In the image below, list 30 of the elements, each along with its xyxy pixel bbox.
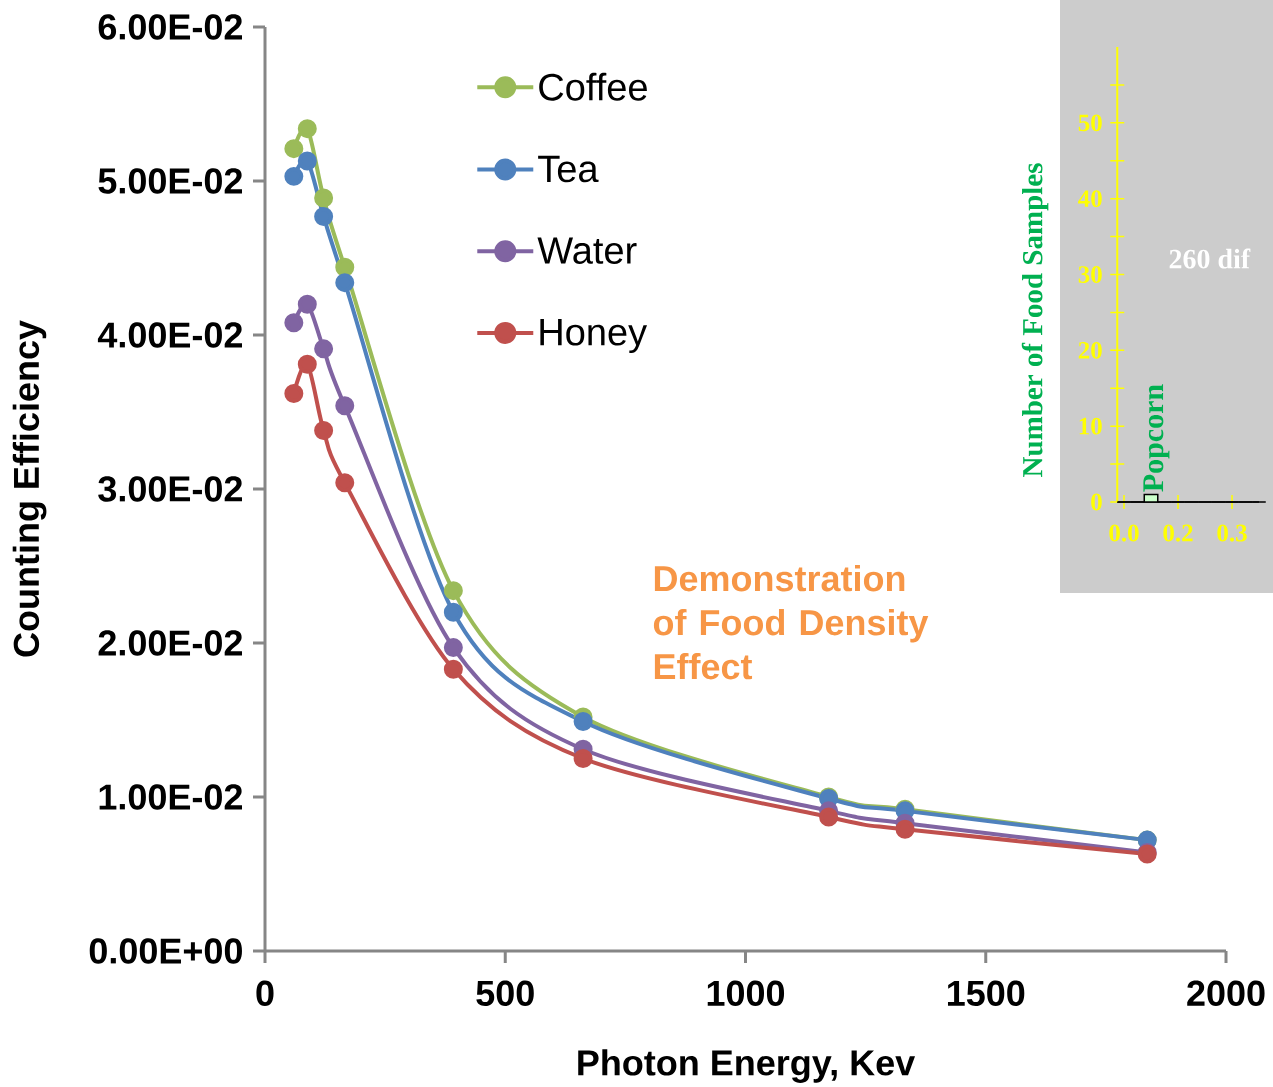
y-tick-label: 2.00E-02 bbox=[98, 630, 242, 656]
y-tick-label: 50 bbox=[1078, 114, 1102, 132]
y-tick-label: 0.00E+00 bbox=[89, 938, 242, 964]
annotation: Demonstration of Food Density Effect bbox=[653, 564, 929, 680]
legend-label: Honey bbox=[540, 319, 648, 354]
y-tick-label: 0 bbox=[1091, 493, 1102, 511]
legend-label: Water bbox=[537, 237, 637, 264]
legend-label: Tea bbox=[538, 155, 599, 183]
y-tick-label: 1.00E-02 bbox=[99, 784, 242, 810]
y-axis-title: Counting Efficiency bbox=[12, 320, 47, 657]
y-tick-label: 3.00E-02 bbox=[98, 476, 242, 502]
x-tick-label: 2000 bbox=[1187, 980, 1265, 1007]
x-tick-label: 1500 bbox=[947, 980, 1025, 1007]
x-tick-label: 500 bbox=[476, 980, 534, 1007]
y-tick-label: 20 bbox=[1078, 341, 1102, 359]
annotation: Popcorn bbox=[1143, 384, 1170, 492]
legend-label: Coffee bbox=[539, 72, 647, 101]
y-tick-label: 40 bbox=[1078, 190, 1102, 208]
x-tick-label: 0.0 bbox=[1109, 524, 1139, 542]
x-tick-label: 1000 bbox=[707, 980, 785, 1007]
x-axis-title: Photon Energy, Kev bbox=[578, 1049, 916, 1083]
x-tick-label: 0.3 bbox=[1217, 524, 1247, 542]
x-tick-label: 0 bbox=[256, 980, 274, 1007]
x-tick-label: 0.2 bbox=[1163, 524, 1193, 542]
y-axis-title: Number of Food Samples bbox=[1021, 163, 1049, 477]
y-tick-label: 5.00E-02 bbox=[98, 168, 242, 194]
y-tick-label: 6.00E-02 bbox=[98, 14, 242, 40]
y-tick-label: 10 bbox=[1079, 417, 1102, 435]
y-tick-label: 4.00E-02 bbox=[97, 322, 242, 348]
y-tick-label: 30 bbox=[1078, 266, 1102, 283]
